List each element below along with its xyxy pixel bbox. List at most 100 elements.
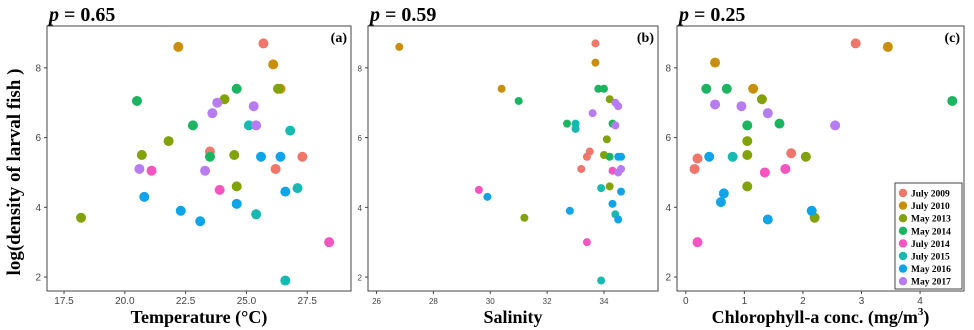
data-point: [248, 101, 259, 112]
data-point: [146, 165, 157, 176]
data-point: [800, 151, 811, 162]
legend-marker: [898, 188, 908, 198]
x-tick-label: 4: [917, 296, 923, 307]
legend-entry-label: July 2015: [911, 253, 950, 263]
data-point: [212, 97, 223, 108]
x-axis-label: Salinity: [483, 307, 542, 327]
data-point: [324, 237, 335, 248]
data-point: [710, 99, 721, 110]
x-tick-label: 0: [683, 296, 689, 307]
legend-entry-label: July 2010: [911, 202, 950, 212]
y-tick-label: 6: [358, 134, 363, 143]
data-point: [947, 95, 958, 106]
legend-entry-label: July 2009: [911, 190, 950, 200]
data-point: [715, 197, 726, 208]
data-point: [762, 108, 773, 119]
data-point: [577, 164, 586, 173]
data-point: [748, 83, 759, 94]
x-tick-label: 25.0: [237, 296, 257, 307]
data-point: [273, 83, 284, 94]
data-point: [520, 213, 529, 222]
data-point: [611, 121, 620, 130]
y-tick-label: 4: [665, 203, 671, 214]
x-axis-label: Temperature (°C): [131, 307, 268, 328]
data-point: [395, 42, 404, 51]
data-point: [292, 183, 303, 194]
legend: July 2009 July 2010 May 2013 May 2014 July 2…: [894, 182, 963, 290]
p-value-label: p = 0.65: [47, 4, 115, 26]
data-point: [231, 181, 242, 192]
data-point: [721, 83, 732, 94]
data-point: [207, 108, 218, 119]
legend-entry-label: July 2014: [911, 240, 950, 250]
data-point: [136, 150, 147, 161]
data-point: [187, 120, 198, 131]
data-point: [258, 38, 269, 49]
legend-entry-label: May 2014: [911, 227, 951, 237]
data-point: [565, 206, 574, 215]
data-point: [280, 186, 291, 197]
data-point: [280, 275, 291, 286]
data-point: [214, 184, 225, 195]
data-point: [701, 83, 712, 94]
data-point: [588, 109, 597, 118]
data-point: [200, 165, 211, 176]
data-point: [727, 151, 738, 162]
data-point: [275, 151, 286, 162]
data-point: [134, 163, 145, 174]
data-point: [139, 191, 150, 202]
panel-a: 17.5 20.0 22.5 25.0 27.5 2 4 6 8 p = 0.65 (a) Tempe…: [35, 4, 352, 328]
data-point: [483, 192, 492, 201]
data-point: [251, 120, 262, 131]
panels-group: 17.5 20.0 22.5 25.0 27.5 2 4 6 8 p = 0.65 (a) Tempe…: [35, 4, 965, 328]
data-point: [617, 187, 626, 196]
x-tick-label: 28: [429, 297, 438, 306]
data-point: [571, 124, 580, 133]
data-point: [285, 125, 296, 136]
data-point: [231, 198, 242, 209]
data-point: [742, 150, 753, 161]
legend-marker: [898, 214, 908, 223]
data-point: [742, 181, 753, 192]
y-tick-label: 2: [665, 273, 671, 284]
x-tick-label: 26: [372, 297, 381, 306]
data-point: [614, 102, 623, 111]
y-tick-label: 6: [35, 133, 41, 144]
data-point: [692, 237, 703, 248]
data-point: [774, 118, 785, 129]
y-tick-label: 8: [665, 63, 671, 74]
data-point: [762, 214, 773, 225]
data-point: [742, 136, 753, 147]
data-point: [602, 135, 611, 144]
data-point: [614, 168, 623, 177]
data-point: [759, 167, 770, 178]
data-point: [243, 120, 254, 131]
data-point: [514, 96, 523, 105]
data-point: [591, 39, 600, 48]
data-point: [231, 83, 242, 94]
legend-marker: [898, 251, 908, 261]
y-tick-label: 8: [358, 64, 363, 73]
data-point: [742, 120, 753, 131]
y-tick-label: 4: [35, 203, 41, 214]
x-tick-label: 17.5: [54, 296, 74, 307]
y-tick-label: 4: [358, 204, 363, 213]
data-point: [563, 119, 572, 128]
panel-label: (a): [331, 31, 348, 46]
panel-label: (b): [637, 31, 654, 46]
x-tick-label: 22.5: [176, 296, 196, 307]
x-axis-label: Chlorophyll-a conc. (mg/m3): [712, 306, 930, 328]
x-tick-label: 30: [486, 297, 495, 306]
y-tick-label: 2: [358, 274, 363, 283]
x-tick-label: 1: [742, 296, 748, 307]
legend-entry-label: May 2016: [911, 265, 951, 275]
legend-marker: [898, 264, 908, 273]
legend-marker: [898, 277, 908, 286]
data-point: [756, 94, 767, 105]
data-point: [173, 41, 184, 52]
data-point: [780, 163, 791, 174]
data-point: [582, 152, 591, 161]
data-point: [850, 38, 861, 49]
data-point: [204, 151, 215, 162]
